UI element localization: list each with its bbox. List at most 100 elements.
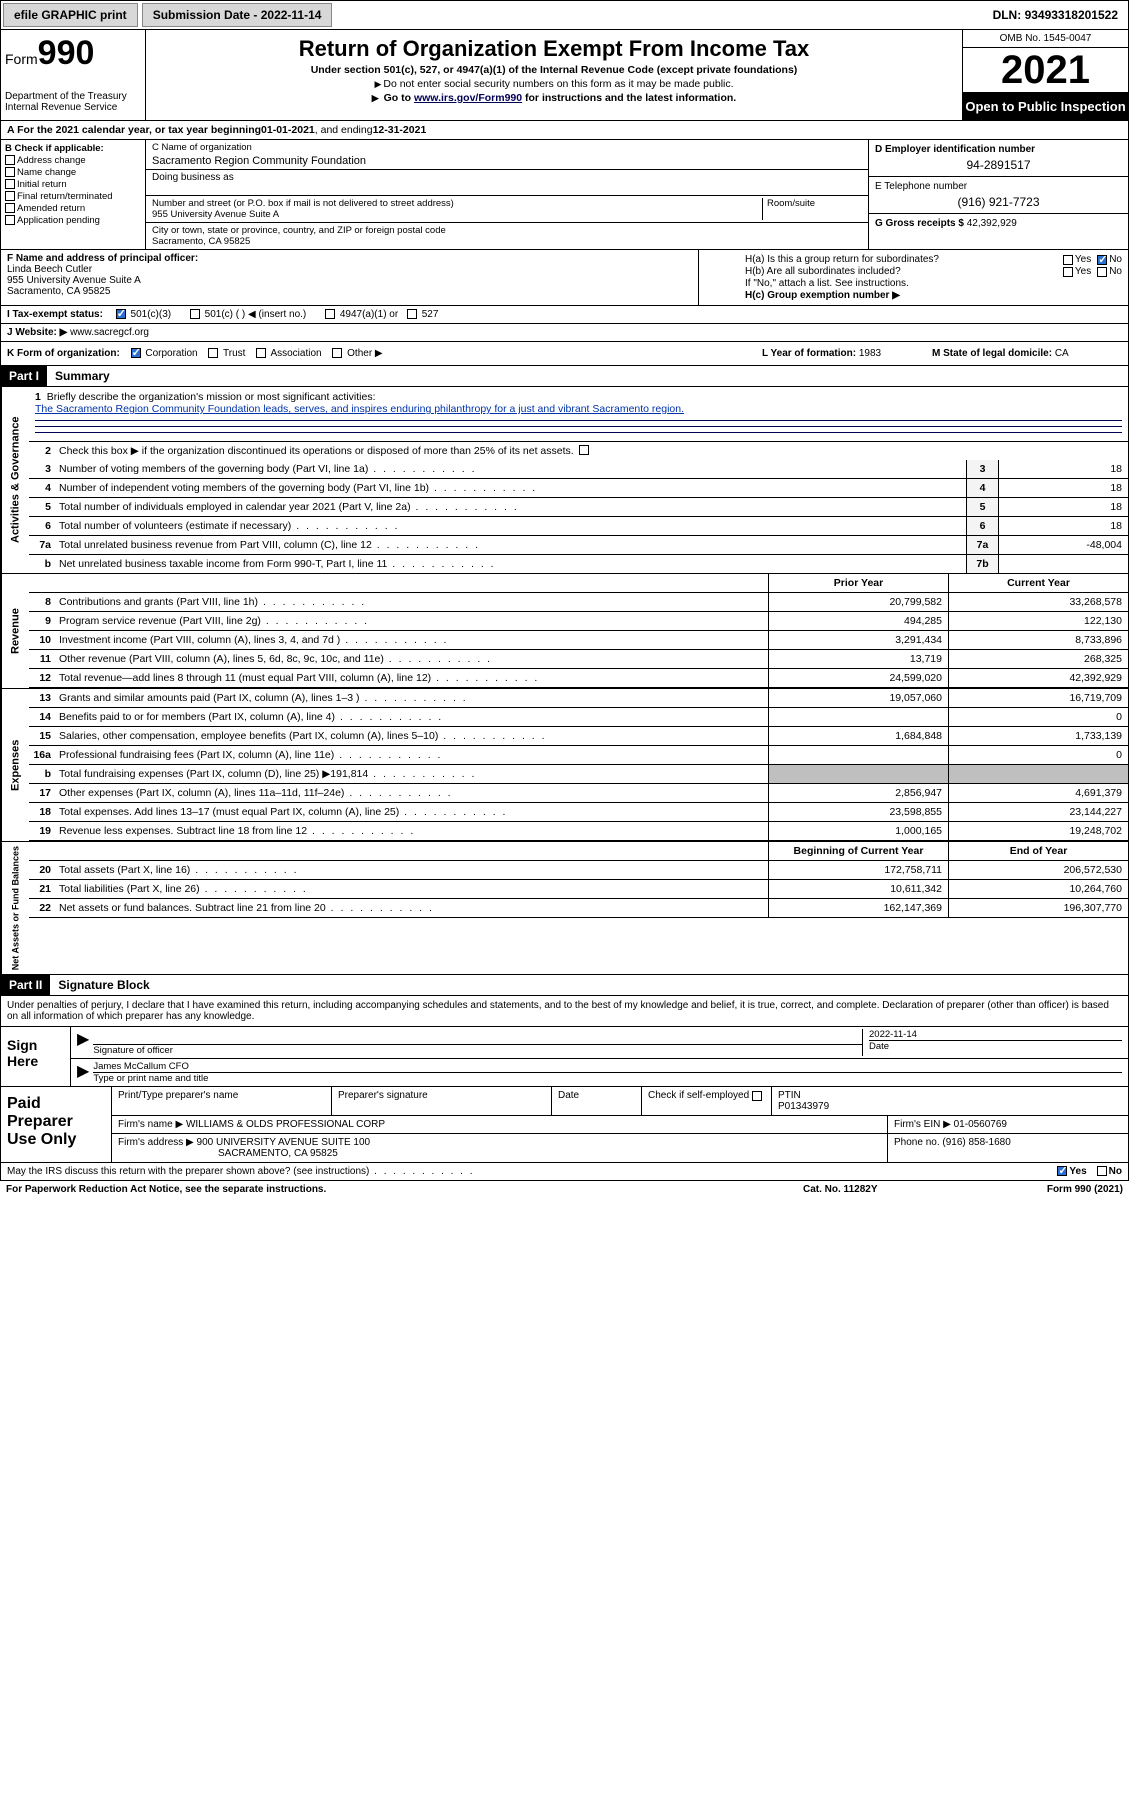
discuss-no-checkbox[interactable] (1097, 1166, 1107, 1176)
chk-amended[interactable]: Amended return (5, 203, 141, 214)
city-value: Sacramento, CA 95825 (152, 236, 862, 247)
summary-line: 4Number of independent voting members of… (29, 479, 1128, 498)
officer-name: Linda Beech Cutler (7, 264, 92, 275)
rowA-begin: 01-01-2021 (261, 124, 315, 136)
dln-value: 93493318201522 (1025, 8, 1118, 22)
section-f: F Name and address of principal officer:… (1, 250, 698, 305)
k-assoc-checkbox[interactable] (256, 348, 266, 358)
section-j: J Website: ▶ www.sacregcf.org (0, 324, 1129, 342)
k-trust-checkbox[interactable] (208, 348, 218, 358)
section-bcdeg: B Check if applicable: Address change Na… (0, 140, 1129, 250)
hb-yes-checkbox[interactable] (1063, 267, 1073, 277)
phone-value: (916) 921-7723 (875, 195, 1122, 209)
i-501c3-checkbox[interactable] (116, 309, 126, 319)
d-label: D Employer identification number (875, 144, 1035, 155)
revenue-line: 9Program service revenue (Part VIII, lin… (29, 612, 1128, 631)
pt-name-label: Print/Type preparer's name (112, 1087, 332, 1115)
section-klm: K Form of organization: Corporation Trus… (0, 342, 1129, 366)
line1-mission: 1 Briefly describe the organization's mi… (29, 387, 1128, 442)
line2-text: Check this box ▶ if the organization dis… (55, 442, 1128, 460)
firm-ein-label: Firm's EIN ▶ (894, 1119, 954, 1130)
section-c: C Name of organization Sacramento Region… (146, 140, 868, 249)
i-527-checkbox[interactable] (407, 309, 417, 319)
revenue-header: Prior Year Current Year (29, 574, 1128, 593)
paid-preparer: Paid Preparer Use Only Print/Type prepar… (0, 1087, 1129, 1163)
netassets-section: Net Assets or Fund Balances Beginning of… (0, 842, 1129, 975)
discuss-row: May the IRS discuss this return with the… (0, 1163, 1129, 1181)
efile-print-button[interactable]: efile GRAPHIC print (3, 3, 138, 27)
i-4947: 4947(a)(1) or (340, 309, 398, 320)
row-a-taxyear: A For the 2021 calendar year, or tax yea… (0, 121, 1129, 140)
section-fh: F Name and address of principal officer:… (0, 250, 1129, 306)
warn2-prefix: Go to (384, 92, 414, 104)
current-year-head: Current Year (948, 574, 1128, 592)
dln-box: DLN: 93493318201522 (983, 4, 1128, 26)
topbar: efile GRAPHIC print Submission Date - 20… (0, 0, 1129, 30)
self-emp-checkbox[interactable] (752, 1091, 762, 1101)
chk-final[interactable]: Final return/terminated (5, 191, 141, 202)
part2-label: Part II (1, 975, 50, 995)
footer-row: For Paperwork Reduction Act Notice, see … (0, 1181, 1129, 1198)
chk-initial[interactable]: Initial return (5, 179, 141, 190)
open-public: Open to Public Inspection (963, 93, 1128, 120)
discuss-yes-checkbox[interactable] (1057, 1166, 1067, 1176)
line2-checkbox[interactable] (579, 445, 589, 455)
warn2-suffix: for instructions and the latest informat… (522, 92, 736, 104)
vtab-expenses: Expenses (1, 689, 29, 841)
part1-title: Summary (47, 366, 118, 386)
activities-governance: Activities & Governance 1 Briefly descri… (0, 387, 1129, 574)
l-label: L Year of formation: (762, 348, 859, 359)
vtab-revenue: Revenue (1, 574, 29, 688)
expense-line: bTotal fundraising expenses (Part IX, co… (29, 765, 1128, 784)
revenue-line: 11Other revenue (Part VIII, column (A), … (29, 650, 1128, 669)
summary-line: 7aTotal unrelated business revenue from … (29, 536, 1128, 555)
irs-link[interactable]: www.irs.gov/Form990 (414, 92, 522, 104)
expense-line: 18Total expenses. Add lines 13–17 (must … (29, 803, 1128, 822)
chk-name[interactable]: Name change (5, 167, 141, 178)
form-title: Return of Organization Exempt From Incom… (154, 36, 954, 62)
ha-yes-checkbox[interactable] (1063, 255, 1073, 265)
g-label: G Gross receipts $ (875, 218, 967, 229)
i-4947-checkbox[interactable] (325, 309, 335, 319)
hb-no-checkbox[interactable] (1097, 267, 1107, 277)
i-label: I Tax-exempt status: (7, 309, 103, 320)
addr-value: 955 University Avenue Suite A (152, 209, 762, 220)
b-label: B Check if applicable: (5, 143, 104, 154)
name-label: Type or print name and title (93, 1073, 208, 1084)
k-other-checkbox[interactable] (332, 348, 342, 358)
k-corp-checkbox[interactable] (131, 348, 141, 358)
expense-line: 19Revenue less expenses. Subtract line 1… (29, 822, 1128, 841)
netassets-line: 22Net assets or fund balances. Subtract … (29, 899, 1128, 918)
form-prefix: Form (5, 51, 38, 67)
netassets-header: Beginning of Current Year End of Year (29, 842, 1128, 861)
part1-label: Part I (1, 366, 47, 386)
form-title-box: Return of Organization Exempt From Incom… (146, 30, 963, 120)
self-emp: Check if self-employed (642, 1087, 772, 1115)
checkbox-icon (5, 215, 15, 225)
c-label: C Name of organization (152, 142, 252, 153)
vtab-activities: Activities & Governance (1, 387, 29, 573)
firm-name: WILLIAMS & OLDS PROFESSIONAL CORP (186, 1119, 385, 1130)
revenue-line: 10Investment income (Part VIII, column (… (29, 631, 1128, 650)
addr-label: Number and street (or P.O. box if mail i… (152, 198, 454, 209)
chk-pending[interactable]: Application pending (5, 215, 141, 226)
summary-line: 3Number of voting members of the governi… (29, 460, 1128, 479)
form-warn2: Go to www.irs.gov/Form990 for instructio… (154, 92, 954, 104)
tax-year: 2021 (963, 48, 1128, 93)
mission-text: The Sacramento Region Community Foundati… (35, 403, 684, 415)
checkbox-icon (5, 203, 15, 213)
ptin-label: PTIN (778, 1090, 801, 1101)
sig-date: 2022-11-14 (869, 1029, 1122, 1040)
i-501c-checkbox[interactable] (190, 309, 200, 319)
org-name: Sacramento Region Community Foundation (152, 155, 862, 167)
sign-arrow-icon: ▶ (77, 1061, 89, 1084)
revenue-section: Revenue Prior Year Current Year 8Contrib… (0, 574, 1129, 689)
summary-line: bNet unrelated business taxable income f… (29, 555, 1128, 573)
paperwork-notice: For Paperwork Reduction Act Notice, see … (6, 1184, 803, 1195)
m-value: CA (1055, 348, 1069, 359)
chk-address[interactable]: Address change (5, 155, 141, 166)
netassets-line: 20Total assets (Part X, line 16)172,758,… (29, 861, 1128, 880)
summary-line: 5Total number of individuals employed in… (29, 498, 1128, 517)
firm-addr2: SACRAMENTO, CA 95825 (218, 1148, 338, 1159)
ha-no-checkbox[interactable] (1097, 255, 1107, 265)
